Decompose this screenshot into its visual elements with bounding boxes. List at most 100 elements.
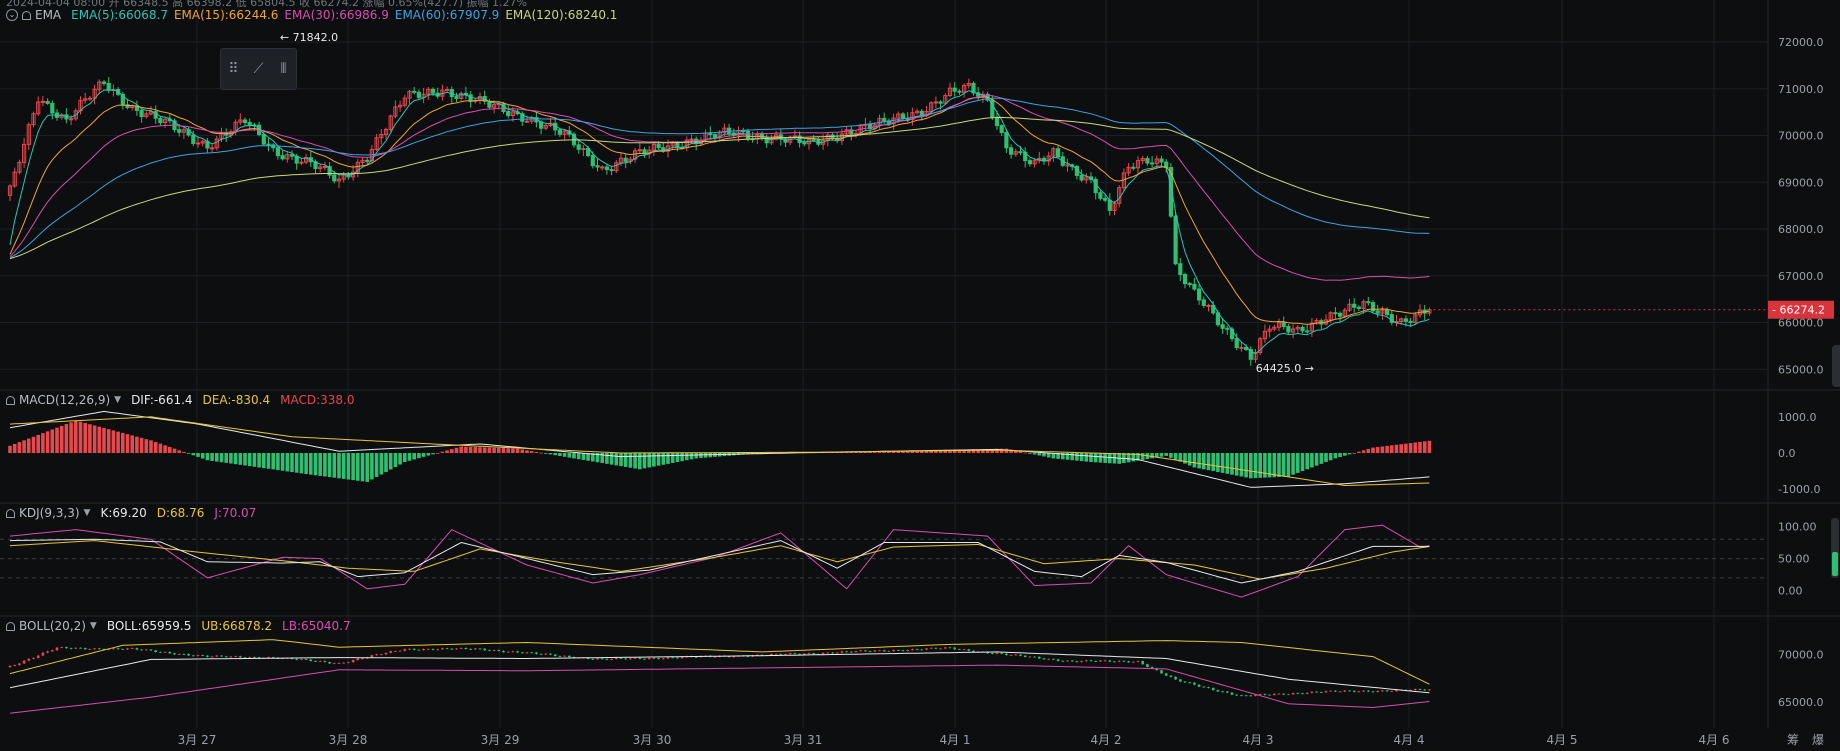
drag-dots-icon[interactable]: ⠿ bbox=[228, 61, 239, 77]
bell-icon[interactable] bbox=[6, 395, 15, 405]
macd-bar bbox=[454, 447, 459, 453]
candle-body bbox=[261, 134, 266, 145]
boll-candle-body bbox=[51, 650, 54, 652]
boll-candle-body bbox=[967, 649, 971, 651]
macd-bar bbox=[1225, 453, 1230, 474]
boll-candle-body bbox=[638, 657, 642, 659]
macd-bar bbox=[468, 446, 473, 453]
right-panel-handle[interactable] bbox=[1832, 345, 1840, 387]
boll-candle-body bbox=[563, 655, 566, 657]
last-price-label: - 66274.2 bbox=[1772, 304, 1825, 317]
candle-body bbox=[379, 134, 384, 139]
macd-bar bbox=[1418, 441, 1422, 453]
y-tick-label: 65000.0 bbox=[1778, 363, 1824, 376]
macd-bar bbox=[215, 453, 219, 462]
candle-body bbox=[656, 143, 661, 149]
candle-body bbox=[581, 148, 586, 151]
boll-candle-body bbox=[1117, 660, 1121, 662]
boll-candle-body bbox=[680, 657, 684, 659]
macd-bar bbox=[910, 450, 915, 453]
boll-candle-body bbox=[1334, 690, 1337, 692]
boll-candle-body bbox=[384, 652, 388, 655]
boll-candle-body bbox=[389, 651, 392, 653]
macd-bar bbox=[605, 453, 609, 464]
macd-bar bbox=[69, 422, 73, 453]
candle-body bbox=[266, 143, 271, 146]
boll-candle-body bbox=[18, 663, 21, 666]
boll-candle-body bbox=[1305, 692, 1309, 694]
boll-candle-body bbox=[65, 647, 68, 649]
macd-bar bbox=[1187, 453, 1192, 466]
kdj-j-line bbox=[9, 524, 1430, 598]
macd-bar bbox=[464, 446, 468, 453]
boll-candle-body bbox=[774, 653, 778, 655]
candle-body bbox=[430, 88, 436, 94]
macd-bar bbox=[1051, 453, 1056, 459]
macd-bar bbox=[666, 453, 670, 464]
caret-down-icon[interactable]: ▼ bbox=[114, 395, 122, 405]
drawing-toolbar[interactable]: ⠿ ⟋ ⦀ bbox=[220, 48, 297, 90]
macd-bar bbox=[1404, 443, 1408, 453]
caret-down-icon[interactable]: ▼ bbox=[83, 508, 91, 518]
macd-bar bbox=[1324, 453, 1328, 463]
x-tick-label: 4月 5 bbox=[1546, 733, 1577, 747]
macd-bar bbox=[106, 429, 111, 453]
boll-candle-body bbox=[243, 657, 247, 659]
kdj-range-slider[interactable] bbox=[1831, 518, 1839, 578]
corner-label: 爆 bbox=[1812, 733, 1824, 747]
caret-down-icon[interactable]: ▼ bbox=[89, 621, 97, 631]
candle-body bbox=[1084, 176, 1089, 181]
candle-body bbox=[416, 91, 421, 98]
candle-body bbox=[1295, 326, 1300, 330]
macd-bar bbox=[1361, 450, 1366, 453]
candle-body bbox=[933, 101, 938, 104]
draw-line-icon[interactable]: ⟋ bbox=[253, 61, 264, 77]
candle-body bbox=[811, 138, 816, 141]
boll-candle-body bbox=[83, 648, 87, 650]
ema-legend-toggle[interactable]: ⌄ EMA bbox=[6, 8, 61, 22]
ema-legend-value: EMA(120):68240.1 bbox=[505, 8, 618, 22]
macd-bar bbox=[1093, 453, 1098, 463]
candle-body bbox=[557, 129, 562, 135]
candle-body bbox=[590, 155, 595, 167]
macd-bar bbox=[1385, 445, 1389, 453]
boll-candle-body bbox=[901, 650, 905, 652]
chevron-down-icon[interactable]: ⌄ bbox=[6, 9, 18, 21]
macd-bar bbox=[1390, 445, 1394, 453]
candle-body bbox=[106, 82, 111, 91]
macd-bar bbox=[17, 442, 22, 453]
macd-bar bbox=[544, 453, 548, 454]
macd-bar bbox=[403, 453, 407, 463]
macd-bar bbox=[121, 432, 125, 453]
bell-icon[interactable] bbox=[6, 508, 15, 518]
boll-candle-body bbox=[596, 658, 599, 660]
y-tick-label: 69000.0 bbox=[1778, 176, 1824, 189]
candle-body bbox=[1098, 192, 1103, 199]
bell-icon[interactable] bbox=[22, 10, 31, 20]
candle-body bbox=[1286, 326, 1291, 333]
macd-bar bbox=[271, 453, 275, 470]
bars-icon[interactable]: ⦀ bbox=[280, 61, 287, 77]
macd-bar bbox=[1394, 444, 1399, 453]
macd-bar bbox=[957, 449, 962, 453]
macd-bar bbox=[1366, 448, 1371, 453]
boll-candle-body bbox=[662, 658, 665, 660]
boll-candle-body bbox=[995, 653, 999, 654]
boll-candle-body bbox=[93, 648, 96, 650]
macd-bar bbox=[1140, 453, 1145, 460]
boll-candle-body bbox=[1099, 660, 1102, 662]
macd-bar bbox=[1253, 453, 1258, 479]
boll-candle-body bbox=[318, 661, 322, 662]
candle-body bbox=[365, 159, 370, 162]
boll-candle-body bbox=[182, 654, 186, 655]
bell-icon[interactable] bbox=[6, 621, 15, 631]
boll-candle-body bbox=[483, 648, 486, 651]
macd-bar bbox=[8, 445, 12, 453]
macd-bar bbox=[153, 442, 158, 453]
macd-bar bbox=[652, 453, 656, 467]
boll-candle-body bbox=[972, 650, 975, 652]
candle-body bbox=[1150, 162, 1155, 165]
ema-line-ema30 bbox=[9, 94, 1430, 281]
